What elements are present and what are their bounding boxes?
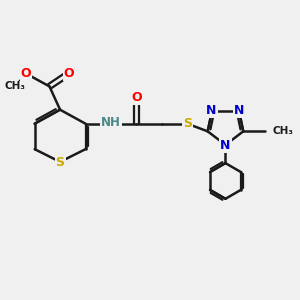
Text: CH₃: CH₃	[273, 126, 294, 136]
Text: O: O	[64, 67, 74, 80]
Text: S: S	[183, 117, 192, 130]
Text: O: O	[131, 91, 142, 104]
Text: N: N	[206, 104, 217, 117]
Text: CH₃: CH₃	[4, 81, 26, 92]
Text: N: N	[234, 104, 245, 117]
Text: NH: NH	[101, 116, 121, 129]
Text: S: S	[56, 156, 64, 169]
Text: N: N	[220, 139, 231, 152]
Text: O: O	[21, 67, 32, 80]
